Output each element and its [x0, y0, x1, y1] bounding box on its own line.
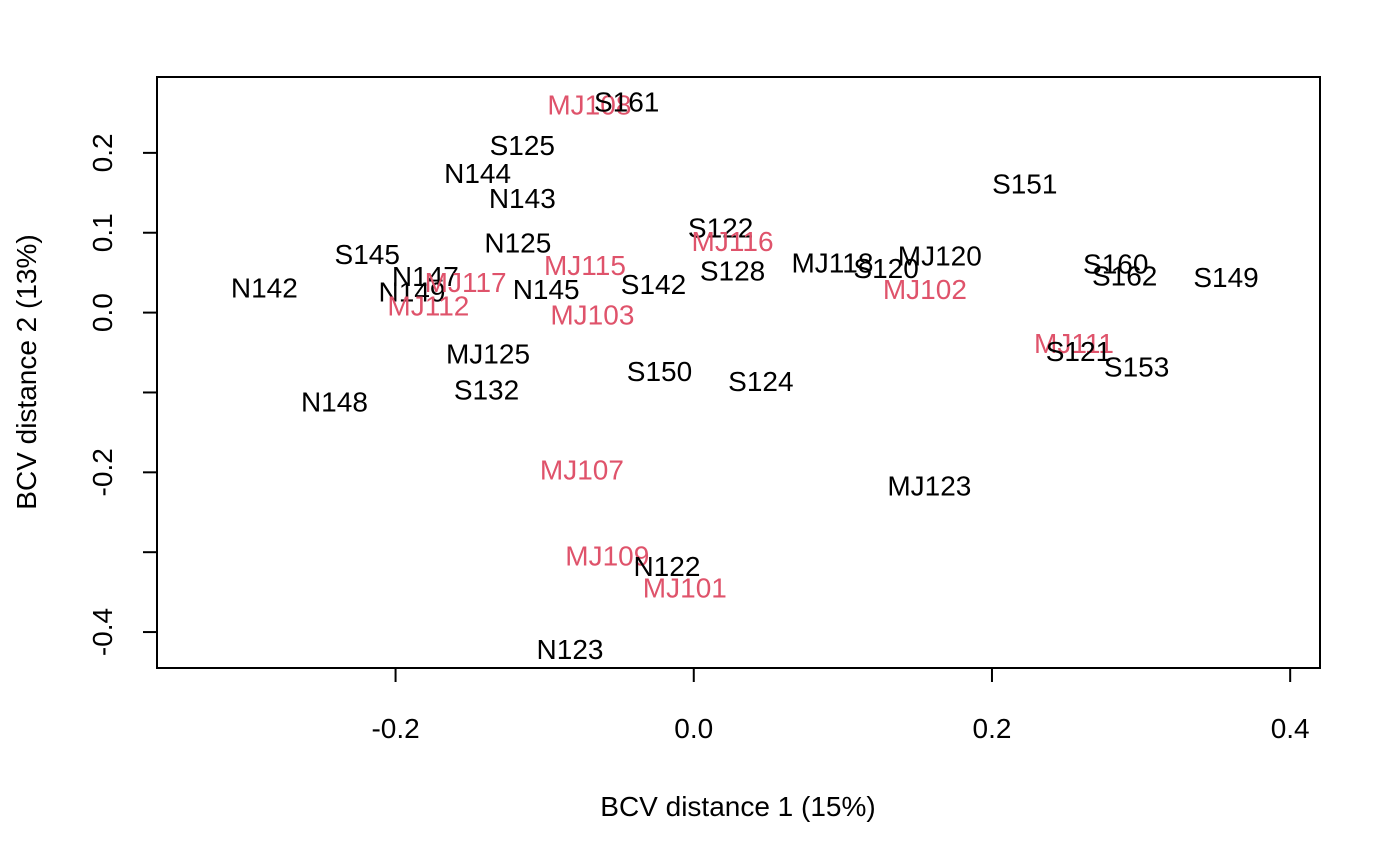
x-tick-label: 0.0	[674, 713, 713, 744]
y-tick-label: 0.2	[87, 133, 118, 172]
point-label: S124	[728, 366, 793, 397]
point-label: S142	[621, 269, 686, 300]
point-label: MJ118	[791, 248, 873, 279]
point-label: N123	[537, 634, 604, 665]
x-axis: -0.2 0.0 0.2 0.4	[371, 667, 1310, 744]
point-label: MJ107	[540, 454, 624, 485]
y-axis-title: BCV distance 2 (13%)	[11, 234, 42, 509]
point-label: N142	[231, 272, 298, 303]
point-label: S150	[627, 356, 692, 387]
point-label: MJ116	[692, 226, 774, 257]
y-axis: -0.4 -0.2 0.0 0.1 0.2	[87, 133, 158, 656]
point-label: MJ115	[544, 250, 626, 281]
point-label: N144	[444, 158, 511, 189]
point-label: S162	[1092, 260, 1157, 291]
point-label: S145	[335, 239, 400, 270]
point-label: S161	[594, 86, 659, 117]
point-label: MJ101	[643, 573, 727, 604]
point-label: S153	[1104, 351, 1169, 382]
point-label: MJ103	[550, 299, 634, 330]
point-label: N145	[513, 274, 580, 305]
point-label: S160	[1083, 248, 1148, 279]
x-tick-label: -0.2	[371, 713, 419, 744]
point-label: MJ125	[446, 339, 530, 370]
point-label: S120	[853, 253, 918, 284]
point-label: N122	[633, 551, 700, 582]
x-tick-label: 0.2	[973, 713, 1012, 744]
point-label: MJ108	[547, 89, 631, 120]
y-tick-label: -0.2	[87, 448, 118, 496]
point-label: N143	[489, 183, 556, 214]
point-label: N148	[301, 387, 368, 418]
point-label: S132	[454, 375, 519, 406]
point-label: N125	[484, 228, 551, 259]
y-tick-label: -0.4	[87, 608, 118, 656]
point-label: S128	[700, 256, 765, 287]
point-label: S151	[992, 169, 1057, 200]
point-label: N149	[378, 276, 445, 307]
point-label: N147	[392, 261, 459, 292]
point-label: MJ112	[387, 291, 469, 322]
y-tick-label: 0.1	[87, 213, 118, 252]
point-label: MJ123	[887, 470, 971, 501]
x-axis-title: BCV distance 1 (15%)	[600, 791, 875, 822]
point-label: MJ120	[898, 240, 982, 271]
point-label: S121	[1046, 336, 1111, 367]
point-label: S125	[490, 130, 555, 161]
y-tick-label: 0.0	[87, 293, 118, 332]
point-label: MJ109	[565, 541, 649, 572]
point-label: S149	[1193, 262, 1258, 293]
point-label: MJ117	[425, 267, 507, 298]
point-label: MJ102	[883, 274, 967, 305]
x-tick-label: 0.4	[1271, 713, 1310, 744]
point-label: MJ111	[1034, 328, 1114, 359]
point-label: S122	[688, 212, 753, 243]
